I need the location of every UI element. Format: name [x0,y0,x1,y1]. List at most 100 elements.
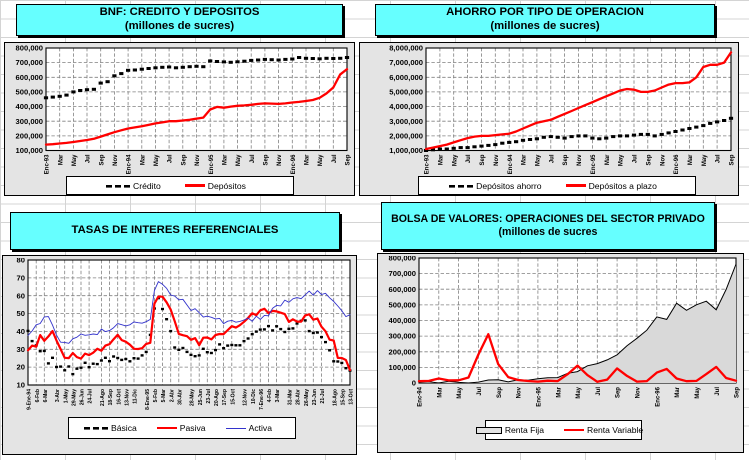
svg-text:Mar: Mar [439,154,445,165]
svg-text:18-Sep: 18-Sep [108,389,114,405]
svg-text:6-Feb: 6-Feb [35,389,41,402]
svg-text:Enc-95: Enc-95 [209,154,215,174]
svg-text:Enc-96: Enc-96 [655,386,661,406]
svg-text:11-Dic: 11-Dic [133,389,139,404]
svg-text:Nov: Nov [113,154,119,166]
svg-text:30: 30 [17,345,25,354]
svg-text:Mar: Mar [675,386,681,397]
svg-text:Sep: Sep [181,154,187,165]
svg-text:5-Mar: 5-Mar [161,389,167,402]
svg-text:9-Ene-94: 9-Ene-94 [27,389,33,410]
svg-text:700,000: 700,000 [389,269,416,278]
svg-text:May: May [536,154,542,166]
svg-text:May: May [318,154,324,166]
svg-text:300,000: 300,000 [389,332,416,341]
svg-text:28-May: 28-May [190,389,196,406]
svg-text:20: 20 [17,363,25,372]
svg-text:200,000: 200,000 [389,347,416,356]
svg-text:400,000: 400,000 [389,316,416,325]
svg-text:100,000: 100,000 [389,363,416,372]
svg-text:21-Ago: 21-Ago [100,389,106,406]
svg-text:4-Feb: 4-Feb [267,389,273,402]
svg-text:Mar: Mar [437,386,443,397]
svg-text:Enc-94: Enc-94 [127,154,133,174]
svg-text:800,000: 800,000 [16,45,43,53]
svg-text:400,000: 400,000 [16,102,43,111]
svg-text:Mar: Mar [688,154,694,165]
svg-text:300,000: 300,000 [16,117,43,126]
svg-text:Sep: Sep [480,154,486,165]
svg-text:May: May [72,154,78,166]
svg-text:100,000: 100,000 [16,146,43,155]
svg-text:0: 0 [412,379,416,388]
svg-text:Jul: Jul [633,154,639,163]
svg-text:May: May [702,154,708,166]
svg-text:5,000,000: 5,000,000 [389,88,423,97]
svg-text:26-May: 26-May [304,389,310,406]
svg-text:Nov: Nov [494,154,500,166]
svg-text:Mar: Mar [556,386,562,397]
svg-text:3-Mar: 3-Mar [275,389,281,402]
svg-text:Jul: Jul [716,154,722,163]
svg-text:May: May [695,386,701,398]
svg-text:Mar: Mar [140,154,146,165]
svg-text:Nov: Nov [517,386,523,398]
svg-text:500,000: 500,000 [389,301,416,310]
svg-text:Jul: Jul [549,154,555,163]
svg-text:6-Mar: 6-Mar [43,389,49,402]
svg-text:28-Abr: 28-Abr [296,389,302,405]
svg-text:8-Ene-95: 8-Ene-95 [145,389,151,410]
svg-text:Nov: Nov [277,154,283,166]
svg-text:8,000,000: 8,000,000 [389,45,423,53]
svg-text:7,000,000: 7,000,000 [389,58,423,67]
svg-text:Nov: Nov [660,154,666,166]
svg-text:13-Nov: 13-Nov [124,389,130,406]
svg-text:31-Mar: 31-Mar [288,389,294,405]
svg-text:Mar: Mar [305,154,311,165]
svg-text:Jul: Jul [596,387,602,396]
svg-text:Enc-93: Enc-93 [45,154,51,174]
svg-text:600,000: 600,000 [16,73,43,82]
svg-text:16-Oct: 16-Oct [116,389,122,405]
svg-text:10-Dic: 10-Dic [251,389,257,404]
svg-text:6,000,000: 6,000,000 [389,73,423,82]
svg-text:7-Ene-96: 7-Ene-96 [259,389,265,410]
svg-text:Sep: Sep [616,387,622,398]
svg-text:23-Jun: 23-Jun [312,389,318,405]
svg-text:Mar: Mar [58,154,64,165]
svg-text:Jul: Jul [466,154,472,163]
svg-text:Enc-96: Enc-96 [291,154,297,174]
svg-text:3-Abr: 3-Abr [55,389,61,402]
svg-text:May: May [619,154,625,166]
svg-text:15-Sep: 15-Sep [340,389,346,405]
svg-text:60: 60 [17,291,25,300]
svg-text:4,000,000: 4,000,000 [389,102,423,111]
svg-text:500,000: 500,000 [16,88,43,97]
svg-text:40: 40 [17,327,25,336]
svg-text:Sep: Sep [346,154,352,165]
svg-text:May: May [576,386,582,398]
svg-text:Sep: Sep [735,387,741,398]
svg-text:3,000,000: 3,000,000 [389,117,423,126]
svg-text:Jul: Jul [477,387,483,396]
svg-text:12-Nov: 12-Nov [243,389,249,406]
svg-text:Sep: Sep [563,154,569,165]
svg-text:17-Sep: 17-Sep [222,389,228,405]
svg-text:Sep: Sep [646,154,652,165]
svg-text:Enc-95: Enc-95 [591,154,597,174]
svg-text:5-Feb: 5-Feb [153,389,159,402]
svg-text:Sep: Sep [264,154,270,165]
svg-text:200,000: 200,000 [16,132,43,141]
svg-text:Sep: Sep [730,154,736,165]
svg-text:Enc-93: Enc-93 [425,154,431,174]
svg-text:24-Jul: 24-Jul [88,388,94,403]
svg-text:20-Ago: 20-Ago [214,389,220,406]
svg-text:600,000: 600,000 [389,285,416,294]
svg-text:Enc-96: Enc-96 [674,154,680,174]
svg-text:29-May: 29-May [71,389,77,406]
svg-text:2,000,000: 2,000,000 [389,132,423,141]
svg-text:May: May [452,154,458,166]
svg-text:23-Jul: 23-Jul [206,388,212,403]
svg-text:25-Jun: 25-Jun [198,389,204,405]
svg-text:Sep: Sep [497,387,503,398]
